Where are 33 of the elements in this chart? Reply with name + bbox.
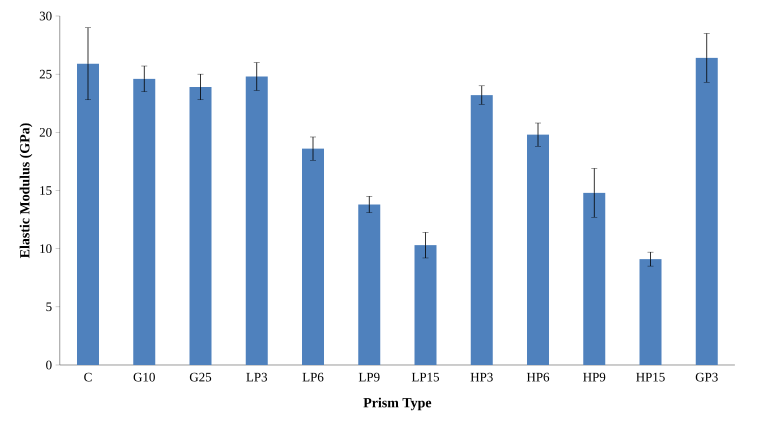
y-tick-label: 25 [40,70,52,79]
x-tick-label: HP6 [526,372,550,382]
bar [246,76,268,365]
bar [696,58,718,365]
x-tick-label: HP3 [470,372,493,382]
x-tick-label: LP9 [358,372,380,382]
x-tick-label: HP15 [636,372,665,382]
x-tick-label: GP3 [696,372,718,382]
bar [583,192,606,365]
bar [358,204,380,365]
y-tick-label: 5 [46,302,52,312]
y-tick-label: 30 [40,12,52,20]
y-axis-title: Elastic Modulus (GPa) [20,123,32,258]
bar [77,64,99,365]
bar [190,86,212,365]
y-tick-label: 20 [40,128,52,137]
bar [133,78,156,365]
x-tick-label: HP9 [583,372,606,382]
y-tick-label: 0 [46,360,52,370]
y-tick-label: 15 [40,186,52,195]
x-tick-label: G25 [190,372,212,382]
bar [302,148,324,365]
x-tick-label: C [84,372,92,382]
bar [414,245,437,365]
y-tick-label: 10 [40,244,52,254]
x-tick-label: LP3 [246,372,268,382]
bar [470,95,493,365]
x-tick-label: G10 [134,372,155,382]
x-tick-label: LP6 [302,372,324,382]
x-axis-title: Prism Type [363,398,432,410]
bar [527,134,550,365]
bar [640,259,662,365]
x-tick-label: LP15 [412,372,440,382]
